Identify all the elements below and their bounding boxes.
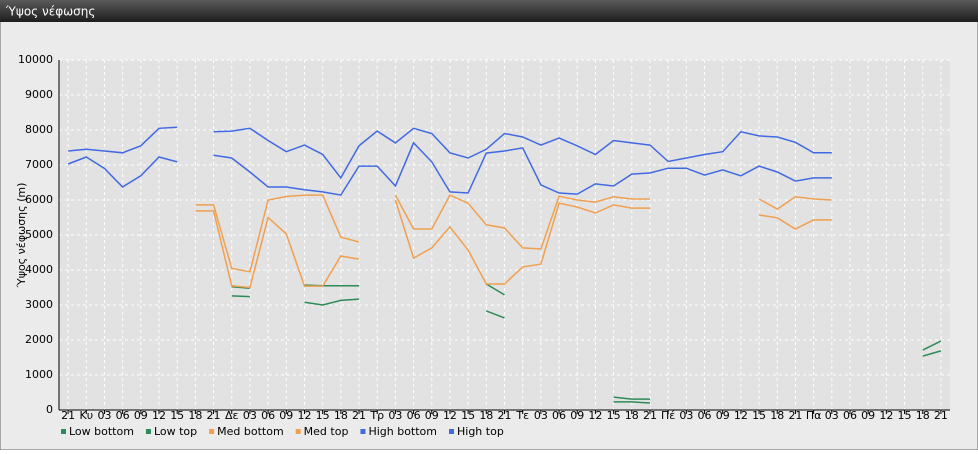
y-tick-label: 2000 [25,333,53,346]
x-tick-label: 12 [734,409,748,422]
x-tick-label: 15 [316,409,330,422]
series-line [195,199,832,289]
x-tick-label: 18 [770,409,784,422]
legend-swatch [295,429,301,434]
x-tick-label: 21 [498,409,512,422]
y-axis-label: Ύψος νέφωσης (m) [15,183,28,289]
series-line [231,283,942,400]
y-tick-label: 0 [46,403,53,416]
x-tick-label: 15 [170,409,184,422]
x-tick-label: 18 [334,409,348,422]
series-line [67,141,832,196]
series-line [68,126,832,180]
x-tick-label: 03 [679,409,693,422]
x-tick-label: 21 [643,409,657,422]
x-tick-label: 12 [588,409,602,422]
y-tick-label: 7000 [25,158,53,171]
x-tick-label: 09 [134,409,148,422]
x-tick-label: 09 [570,409,584,422]
legend-label: High top [457,425,504,438]
x-tick-label: 12 [443,409,457,422]
header [0,0,978,22]
legend-swatch [360,429,366,434]
legend-swatch [61,429,66,434]
x-tick-label: 12 [297,409,311,422]
x-tick-label: Τε [515,409,529,422]
series-line [231,295,942,404]
x-tick-label: 15 [607,409,621,422]
x-tick-label: 09 [716,409,730,422]
legend-label: High bottom [368,425,437,438]
x-tick-label: 09 [861,409,875,422]
x-tick-label: 12 [152,409,166,422]
y-tick-label: 1000 [25,368,53,381]
x-tick-label: 15 [898,409,912,422]
x-tick-label: 21 [207,409,221,422]
x-tick-label: 21 [352,409,366,422]
x-tick-label: 03 [534,409,548,422]
x-tick-label: Πέ [661,409,675,422]
legend-swatch [209,429,215,434]
x-tick-label: 06 [552,409,566,422]
y-tick-label: 4000 [25,263,53,276]
y-tick-label: 8000 [25,123,53,136]
x-tick-label: 09 [425,409,439,422]
y-tick-label: 5000 [25,228,53,241]
x-tick-label: 18 [625,409,639,422]
x-tick-label: 06 [407,409,421,422]
legend-swatch [449,429,454,434]
legend-swatch [145,429,151,434]
y-tick-label: 6000 [25,193,53,206]
y-tick-label: 10000 [18,53,53,66]
x-tick-label: 12 [879,409,893,422]
x-tick-label: 03 [97,409,111,422]
x-tick-label: 09 [279,409,293,422]
x-tick-label: 15 [752,409,766,422]
chart-title: Ύψος νέφωσης [5,5,95,19]
series-line [195,194,832,273]
y-tick-label: 9000 [25,88,53,101]
x-tick-label: 21 [934,409,948,422]
x-tick-label: 03 [388,409,402,422]
y-tick-label: 3000 [25,298,53,311]
x-tick-label: 21 [61,409,75,422]
legend-label: Low bottom [69,425,134,438]
x-tick-label: 18 [188,409,202,422]
x-tick-label: 18 [916,409,930,422]
x-tick-label: 06 [261,409,275,422]
legend-label: Low top [154,425,197,438]
x-tick-label: 06 [116,409,130,422]
legend-label: Med bottom [217,425,284,438]
x-tick-label: 21 [788,409,802,422]
x-tick-label: 06 [698,409,712,422]
x-tick-label: Δε [225,409,239,422]
x-tick-label: 03 [825,409,839,422]
x-tick-label: Πα [806,409,822,422]
x-tick-label: Τρ [369,409,384,422]
x-tick-label: 18 [479,409,493,422]
x-tick-label: 03 [243,409,257,422]
x-tick-label: Κυ [79,409,93,422]
x-tick-label: 06 [843,409,857,422]
x-tick-label: 15 [461,409,475,422]
legend-label: Med top [304,425,349,438]
